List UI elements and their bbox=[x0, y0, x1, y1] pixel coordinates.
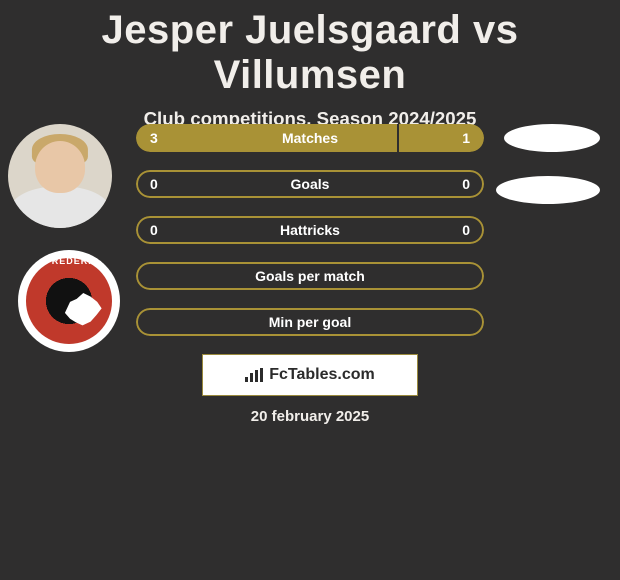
player-right-ellipse-1 bbox=[496, 176, 600, 204]
bar-row-goals-per-match: Goals per match bbox=[136, 262, 484, 290]
bar-label: Min per goal bbox=[136, 308, 484, 336]
player-right-ellipse-0 bbox=[504, 124, 600, 152]
player-left-silhouette bbox=[8, 124, 112, 228]
bar-row-min-per-goal: Min per goal bbox=[136, 308, 484, 336]
bar-label: Goals bbox=[136, 170, 484, 198]
bar-label: Matches bbox=[136, 124, 484, 152]
bar-row-hattricks: 00Hattricks bbox=[136, 216, 484, 244]
bar-row-goals: 00Goals bbox=[136, 170, 484, 198]
bar-chart-icon bbox=[245, 368, 263, 382]
club-badge-left-text: FC FREDERICIA bbox=[18, 256, 120, 266]
fctables-logo: FcTables.com bbox=[202, 354, 418, 396]
page-title: Jesper Juelsgaard vs Villumsen bbox=[0, 0, 620, 98]
bar-label: Goals per match bbox=[136, 262, 484, 290]
club-badge-left: FC FREDERICIA bbox=[18, 250, 120, 352]
bar-row-matches: 31Matches bbox=[136, 124, 484, 152]
player-left-portrait bbox=[8, 124, 112, 228]
comparison-bars: 31Matches 00Goals 00Hattricks Goals per mat… bbox=[136, 124, 484, 354]
bar-label: Hattricks bbox=[136, 216, 484, 244]
fctables-logo-text: FcTables.com bbox=[269, 366, 375, 384]
footer-date: 20 february 2025 bbox=[0, 408, 620, 425]
